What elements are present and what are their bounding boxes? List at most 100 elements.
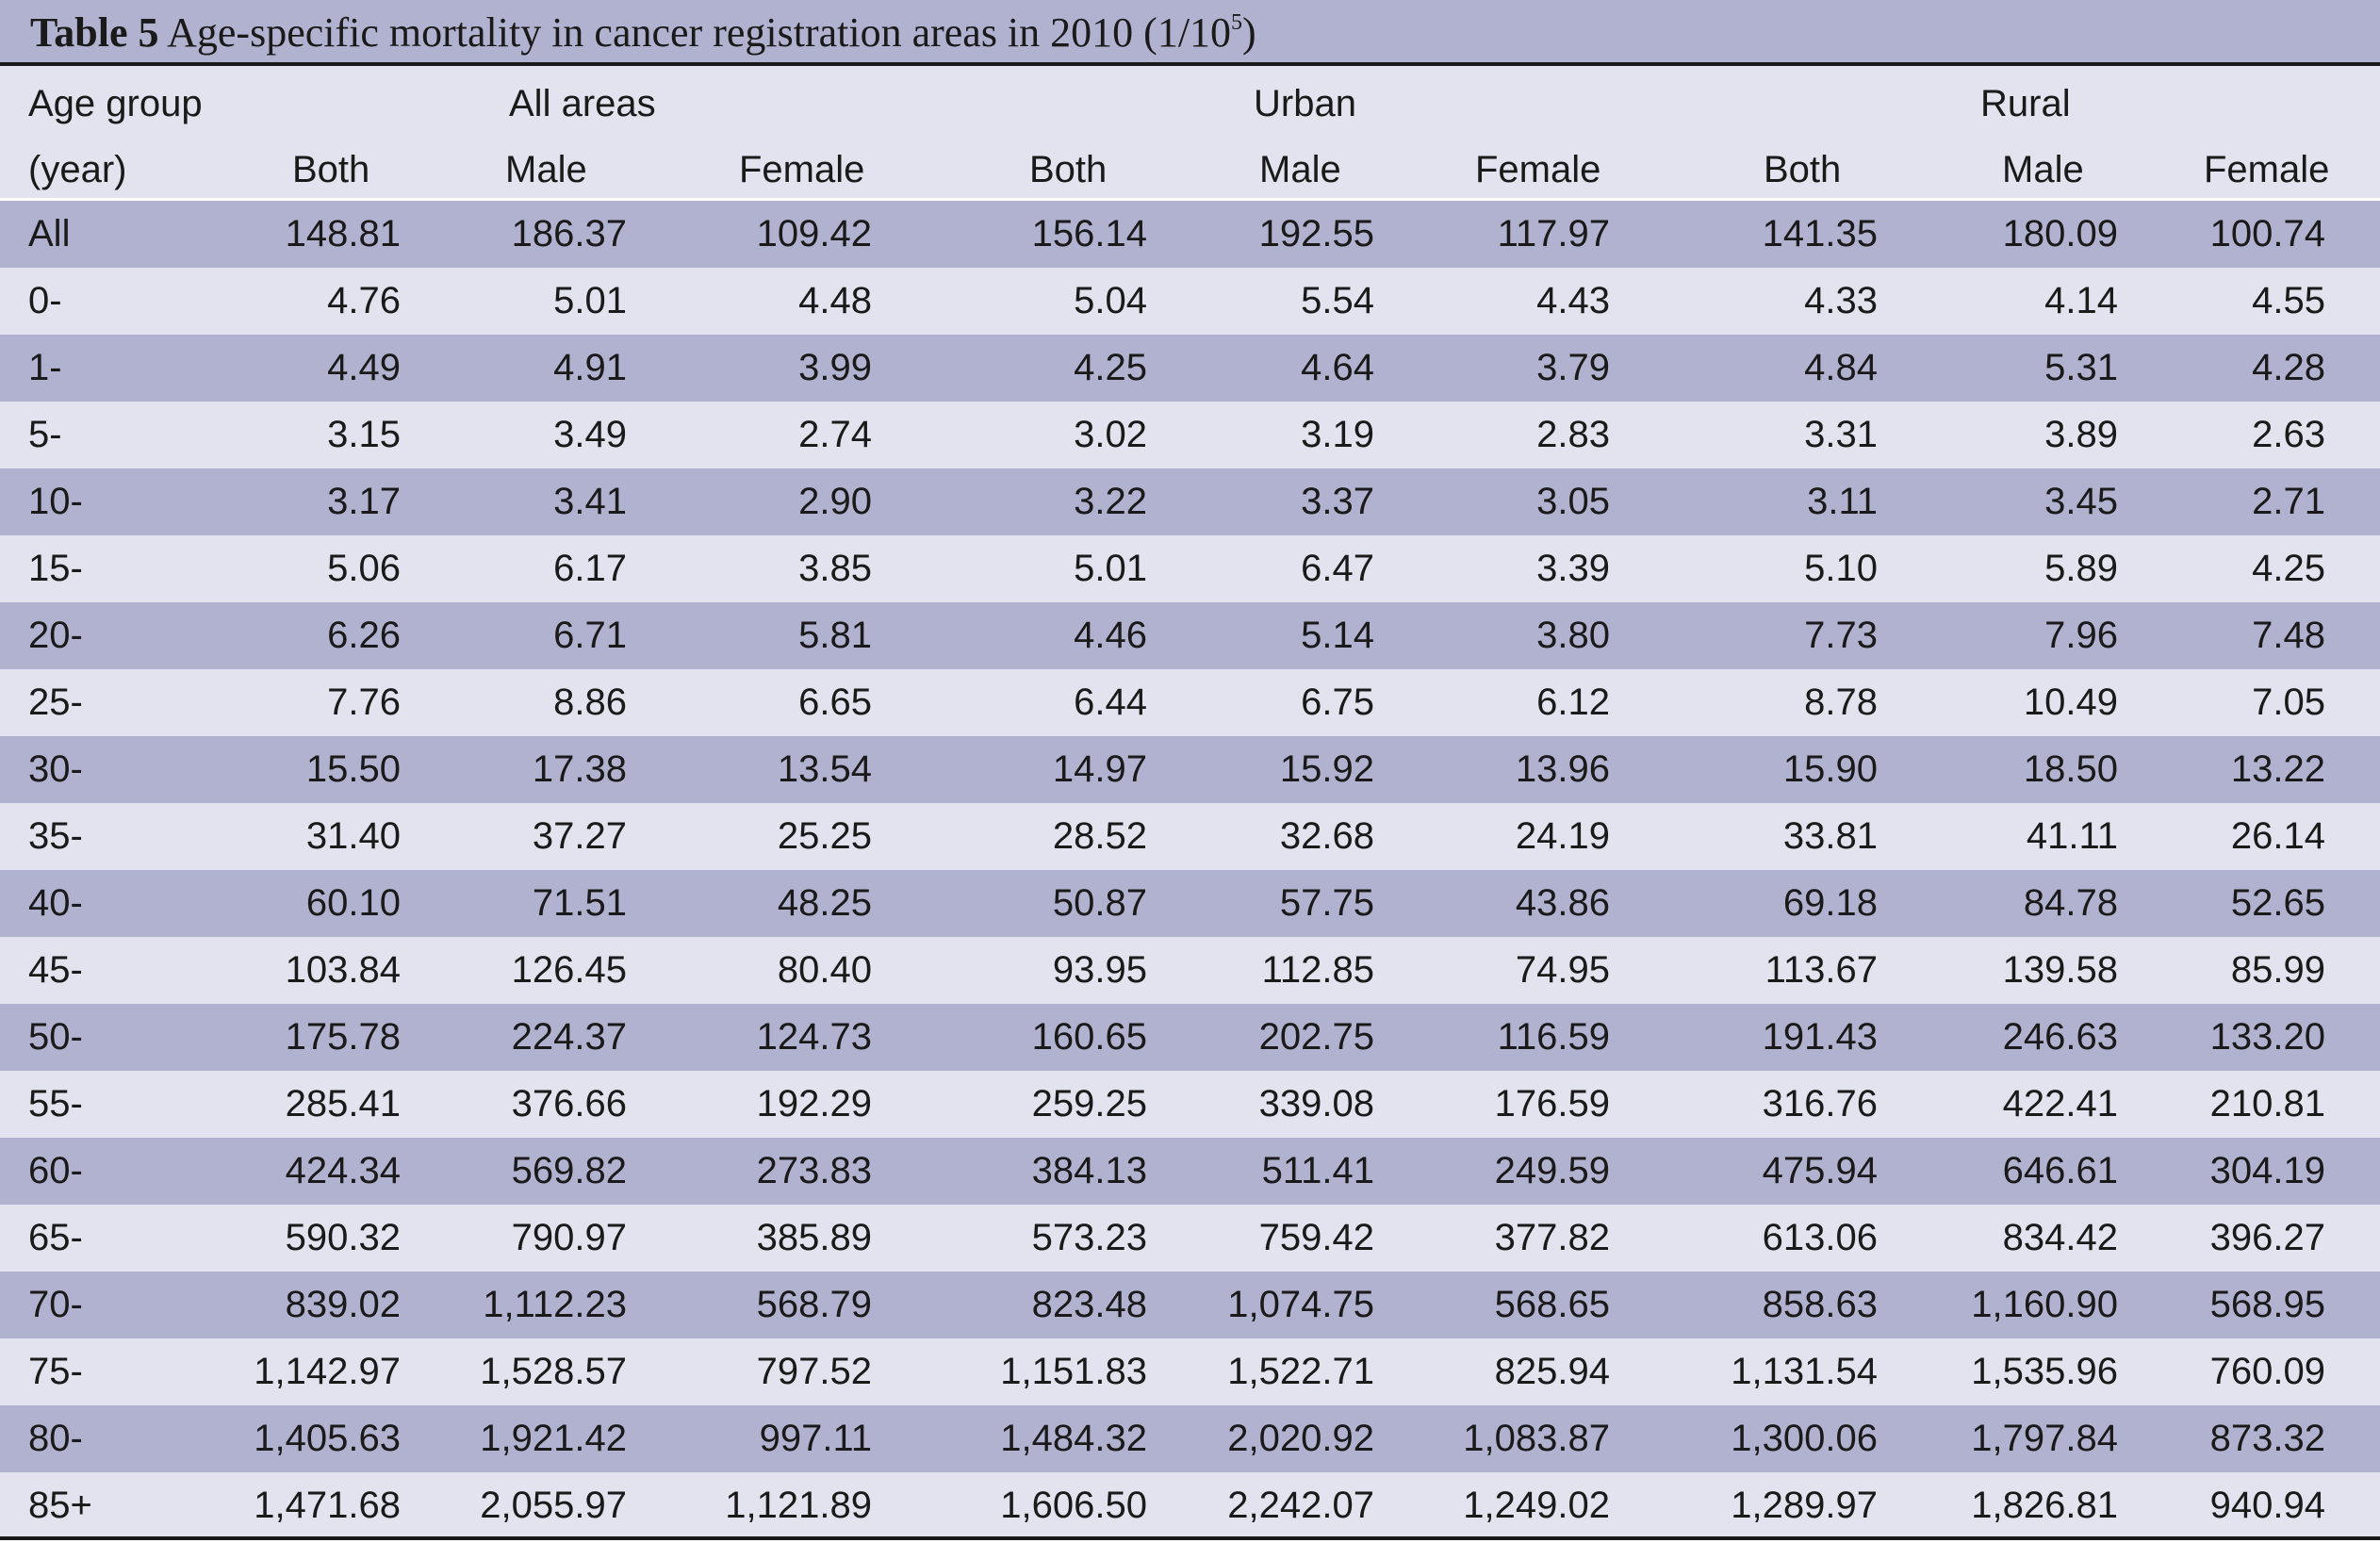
cell-all-male: 4.91 (553, 347, 627, 388)
table-row: 1- 4.49 4.91 3.99 4.25 4.64 3.79 4.84 5.31 4.28 (0, 335, 2380, 402)
age-group-cell: 20- (28, 615, 83, 656)
header-urban-female: Female (1475, 149, 1601, 190)
cell-rural-male: 139.58 (2002, 949, 2118, 991)
age-group-cell: 30- (28, 748, 83, 790)
cell-urban-male: 202.75 (1258, 1016, 1374, 1058)
table-title: Table 5 Age-specific mortality in cancer… (30, 9, 1256, 57)
cell-all-male: 6.17 (553, 548, 627, 589)
header-group-all-areas: All areas (509, 83, 656, 124)
cell-urban-both: 573.23 (1031, 1217, 1147, 1258)
cell-rural-both: 191.43 (1762, 1016, 1878, 1058)
cell-all-female: 3.99 (798, 347, 872, 388)
cell-rural-female: 4.28 (2252, 347, 2325, 388)
cell-all-both: 60.10 (305, 882, 401, 924)
cell-all-female: 80.40 (777, 949, 872, 991)
cell-all-both: 103.84 (285, 949, 401, 991)
header-urban-both: Both (1029, 149, 1108, 190)
cell-urban-male: 1,522.71 (1227, 1351, 1374, 1392)
table-row: 70- 839.02 1,112.23 568.79 823.48 1,074.75 568… (0, 1272, 2380, 1338)
cell-urban-male: 5.54 (1301, 280, 1374, 321)
cell-urban-both: 4.25 (1074, 347, 1147, 388)
cell-rural-both: 69.18 (1782, 882, 1878, 924)
cell-rural-female: 396.27 (2209, 1217, 2325, 1258)
cell-all-male: 3.41 (553, 481, 627, 522)
cell-urban-both: 93.95 (1052, 949, 1147, 991)
cell-urban-both: 384.13 (1031, 1150, 1147, 1191)
header-row-subcolumns: (year) Both Male Female Both Male Female… (0, 132, 2380, 198)
cell-all-female: 48.25 (777, 882, 872, 924)
cell-rural-male: 834.42 (2002, 1217, 2118, 1258)
cell-urban-both: 1,606.50 (1000, 1485, 1147, 1526)
cell-rural-male: 180.09 (2002, 213, 2118, 254)
cell-urban-both: 3.22 (1074, 481, 1147, 522)
cell-all-male: 5.01 (553, 280, 627, 321)
cell-all-female: 997.11 (759, 1418, 872, 1459)
cell-rural-both: 3.11 (1807, 481, 1878, 522)
cell-urban-male: 1,074.75 (1227, 1284, 1374, 1325)
cell-all-female: 25.25 (777, 815, 872, 857)
table-row: 80- 1,405.63 1,921.42 997.11 1,484.32 2,020.9… (0, 1405, 2380, 1472)
table-title-superscript: 5 (1231, 10, 1243, 35)
cell-rural-female: 873.32 (2209, 1418, 2325, 1459)
cell-all-male: 17.38 (532, 748, 627, 790)
cell-all-female: 5.81 (798, 615, 872, 656)
age-group-cell: 65- (28, 1217, 83, 1258)
cell-urban-female: 3.79 (1536, 347, 1610, 388)
table-row: All 148.81 186.37 109.42 156.14 192.55 117.97 1… (0, 201, 2380, 268)
cell-urban-male: 32.68 (1279, 815, 1374, 857)
header-rural-female: Female (2204, 149, 2330, 190)
cell-rural-male: 7.96 (2044, 615, 2118, 656)
header-all-female: Female (739, 149, 865, 190)
cell-rural-male: 1,535.96 (1971, 1351, 2118, 1392)
cell-all-male: 71.51 (532, 882, 627, 924)
cell-urban-male: 4.64 (1301, 347, 1374, 388)
cell-urban-female: 1,249.02 (1463, 1485, 1610, 1526)
cell-rural-female: 13.22 (2230, 748, 2325, 790)
age-group-cell: 55- (28, 1083, 83, 1124)
cell-rural-both: 613.06 (1762, 1217, 1878, 1258)
cell-rural-male: 1,160.90 (1971, 1284, 2118, 1325)
cell-urban-male: 2,020.92 (1227, 1418, 1374, 1459)
cell-all-both: 6.26 (327, 615, 401, 656)
cell-all-female: 2.90 (798, 481, 872, 522)
age-group-cell: 75- (28, 1351, 83, 1392)
cell-all-male: 790.97 (511, 1217, 627, 1258)
table-label: Table 5 (30, 9, 159, 56)
cell-urban-male: 5.14 (1301, 615, 1374, 656)
age-group-cell: 60- (28, 1150, 83, 1191)
cell-urban-both: 1,484.32 (1000, 1418, 1147, 1459)
age-group-cell: 0- (28, 280, 62, 321)
cell-urban-female: 3.39 (1536, 548, 1610, 589)
cell-rural-male: 84.78 (2023, 882, 2118, 924)
cell-urban-both: 50.87 (1052, 882, 1147, 924)
cell-all-both: 839.02 (285, 1284, 401, 1325)
table-row: 75- 1,142.97 1,528.57 797.52 1,151.83 1,522.7… (0, 1338, 2380, 1405)
cell-all-female: 385.89 (756, 1217, 872, 1258)
cell-rural-both: 7.73 (1804, 615, 1878, 656)
header-all-both: Both (292, 149, 370, 190)
cell-urban-male: 3.19 (1301, 414, 1374, 455)
cell-all-male: 186.37 (511, 213, 627, 254)
cell-all-male: 1,921.42 (480, 1418, 627, 1459)
cell-all-male: 376.66 (511, 1083, 627, 1124)
cell-urban-female: 4.43 (1536, 280, 1610, 321)
header-group-urban: Urban (1254, 83, 1356, 124)
cell-urban-female: 116.59 (1497, 1016, 1610, 1058)
cell-rural-both: 858.63 (1762, 1284, 1878, 1325)
cell-rural-female: 940.94 (2209, 1485, 2325, 1526)
cell-urban-female: 377.82 (1494, 1217, 1610, 1258)
table-row: 50- 175.78 224.37 124.73 160.65 202.75 116.59 1… (0, 1004, 2380, 1071)
cell-all-both: 4.49 (327, 347, 401, 388)
cell-all-both: 590.32 (285, 1217, 401, 1258)
cell-all-female: 6.65 (798, 681, 872, 723)
cell-urban-female: 176.59 (1494, 1083, 1610, 1124)
cell-all-female: 109.42 (756, 213, 872, 254)
cell-all-female: 124.73 (756, 1016, 872, 1058)
cell-rural-male: 41.11 (2026, 815, 2118, 857)
cell-rural-female: 2.63 (2252, 414, 2325, 455)
table-bottom-rule (0, 1536, 2380, 1540)
table-row: 55- 285.41 376.66 192.29 259.25 339.08 176.59 3… (0, 1071, 2380, 1138)
cell-rural-male: 10.49 (2023, 681, 2118, 723)
cell-all-male: 37.27 (532, 815, 627, 857)
cell-all-female: 3.85 (798, 548, 872, 589)
